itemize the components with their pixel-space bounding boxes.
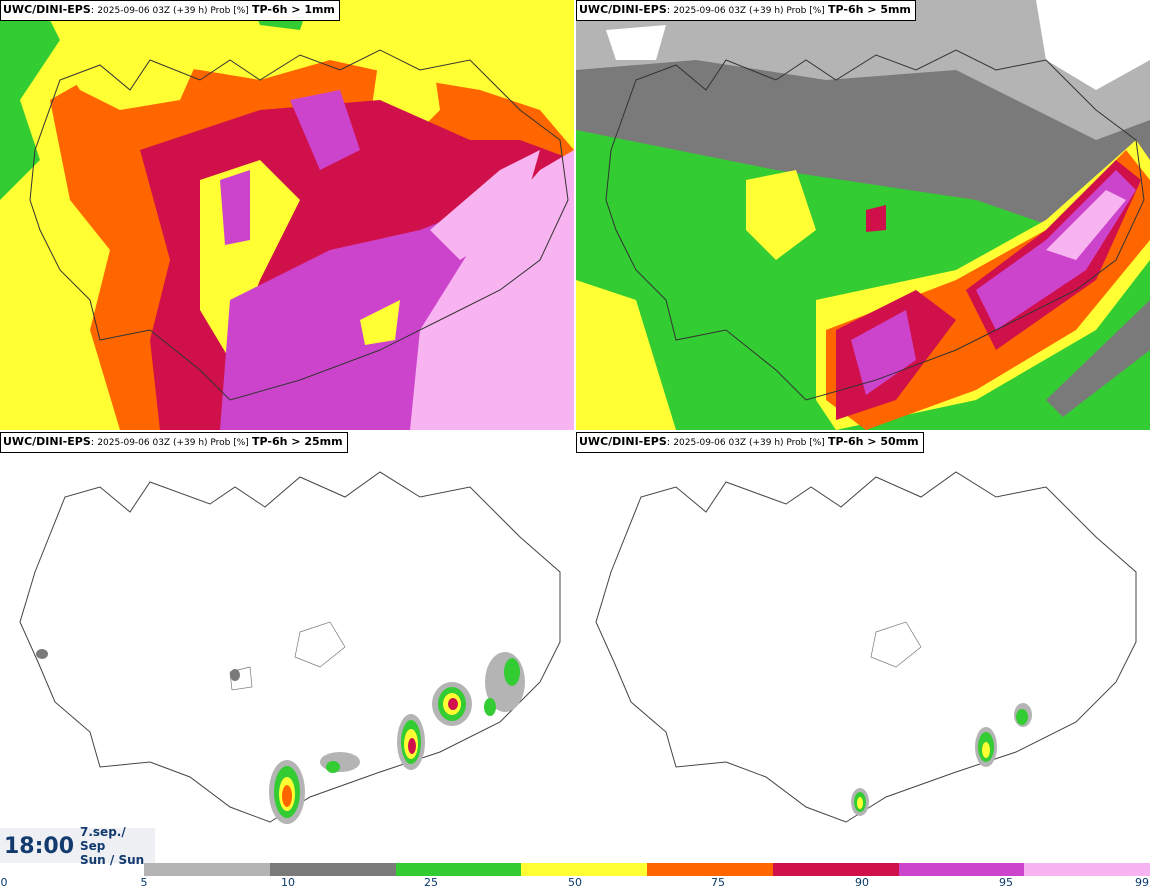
colorbar-ticks: 0 5 10 25 50 75 90 95 99 — [0, 876, 1150, 891]
colorbar-tick-label: 50 — [568, 876, 582, 889]
panel-label: UWC/DINI-EPS: 2025-09-06 03Z (+39 h) Pro… — [0, 432, 348, 453]
colorbar-segment — [144, 863, 270, 876]
colorbar-segment — [1024, 863, 1150, 876]
colorbar-segment — [772, 863, 899, 876]
iceland-outline — [29, 49, 569, 401]
iceland-outline — [605, 49, 1145, 401]
colorbar-tick-label: 25 — [424, 876, 438, 889]
iceland-outline — [19, 471, 561, 823]
probability-field — [0, 0, 574, 430]
iceland-outline — [595, 471, 1137, 823]
probability-field — [36, 649, 525, 824]
colorbar-tick-label: 10 — [281, 876, 295, 889]
map-panel-25mm: UWC/DINI-EPS: 2025-09-06 03Z (+39 h) Pro… — [0, 432, 574, 832]
valid-date: 7.sep./ Sep Sun / Sun — [80, 825, 145, 867]
map-panel-1mm: UWC/DINI-EPS: 2025-09-06 03Z (+39 h) Pro… — [0, 0, 574, 430]
colorbar-tick-label: 0 — [0, 876, 8, 889]
panel-label: UWC/DINI-EPS: 2025-09-06 03Z (+39 h) Pro… — [0, 0, 340, 21]
map-panel-50mm: UWC/DINI-EPS: 2025-09-06 03Z (+39 h) Pro… — [576, 432, 1150, 832]
colorbar-tick-label: 90 — [855, 876, 869, 889]
colorbar-tick-label: 95 — [999, 876, 1013, 889]
colorbar-segment — [898, 863, 1025, 876]
colorbar-segment — [521, 863, 647, 876]
probability-field — [851, 703, 1032, 816]
colorbar-segment — [269, 863, 396, 876]
probability-field — [576, 0, 1150, 430]
valid-time: 18:00 — [4, 834, 75, 859]
map-panel-5mm: UWC/DINI-EPS: 2025-09-06 03Z (+39 h) Pro… — [576, 0, 1150, 430]
probability-colorbar — [144, 863, 1150, 876]
valid-time-box: 18:00 7.sep./ Sep Sun / Sun — [0, 825, 155, 867]
colorbar-tick-label: 5 — [140, 876, 148, 889]
colorbar-segment — [647, 863, 773, 876]
panel-label: UWC/DINI-EPS: 2025-09-06 03Z (+39 h) Pro… — [576, 0, 916, 21]
panel-label: UWC/DINI-EPS: 2025-09-06 03Z (+39 h) Pro… — [576, 432, 924, 453]
colorbar-tick-label: 99 — [1135, 876, 1149, 889]
colorbar-segment — [395, 863, 522, 876]
colorbar-tick-label: 75 — [711, 876, 725, 889]
